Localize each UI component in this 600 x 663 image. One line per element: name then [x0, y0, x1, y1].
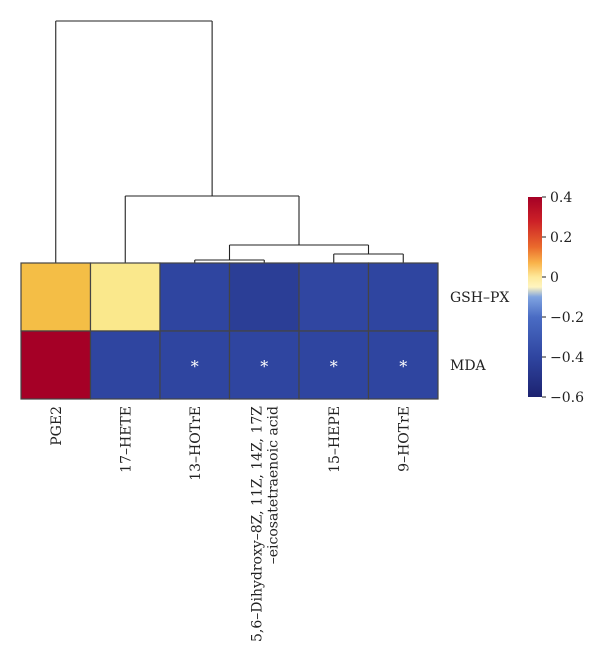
- column-label: 15–HEPE: [327, 406, 343, 473]
- column-label: 13–HOTrE: [188, 406, 204, 481]
- colorbar-tick-label: −0.6: [550, 390, 584, 406]
- colorbar: 0.4 0.2 0 −0.2 −0.4 −0.6: [528, 190, 584, 406]
- colorbar-gradient: [528, 197, 542, 397]
- heatmap-cell: [20, 330, 92, 400]
- colorbar-tick-label: 0.2: [550, 230, 572, 246]
- colorbar-tick-label: 0.4: [550, 190, 572, 206]
- significance-mark: *: [330, 357, 338, 376]
- column-label: PGE2: [49, 406, 65, 446]
- column-label: 9–HOTrE: [396, 406, 412, 472]
- column-dendrogram: [55, 20, 404, 263]
- column-label: 5,6–Dihydroxy–8Z, 11Z, 14Z, 17Z–eicosate…: [249, 406, 281, 642]
- significance-mark: *: [191, 357, 199, 376]
- heatmap-cell: [367, 262, 439, 332]
- heatmap-cell: [367, 330, 439, 400]
- heatmap-cells: * * * *: [20, 262, 439, 400]
- heatmap-cell: [159, 330, 231, 400]
- column-labels: PGE2 17–HETE 13–HOTrE 5,6–Dihydroxy–8Z, 11Z…: [49, 406, 413, 642]
- colorbar-tick-label: −0.4: [550, 350, 584, 366]
- heatmap-cell: [228, 262, 300, 332]
- row-labels: GSH–PX MDA: [450, 290, 509, 374]
- row-label: MDA: [450, 358, 487, 374]
- heatmap-cell: [159, 262, 231, 332]
- column-label: 17–HETE: [118, 406, 134, 473]
- row-label: GSH–PX: [450, 290, 509, 306]
- heatmap-cell: [89, 330, 161, 400]
- heatmap-cell: [20, 262, 92, 332]
- heatmap-cell: [89, 262, 161, 332]
- colorbar-tick-label: −0.2: [550, 310, 584, 326]
- significance-mark: *: [260, 357, 268, 376]
- heatmap-cell: [298, 262, 370, 332]
- significance-mark: *: [399, 357, 407, 376]
- heatmap-cell: [298, 330, 370, 400]
- colorbar-tick-label: 0: [550, 270, 559, 286]
